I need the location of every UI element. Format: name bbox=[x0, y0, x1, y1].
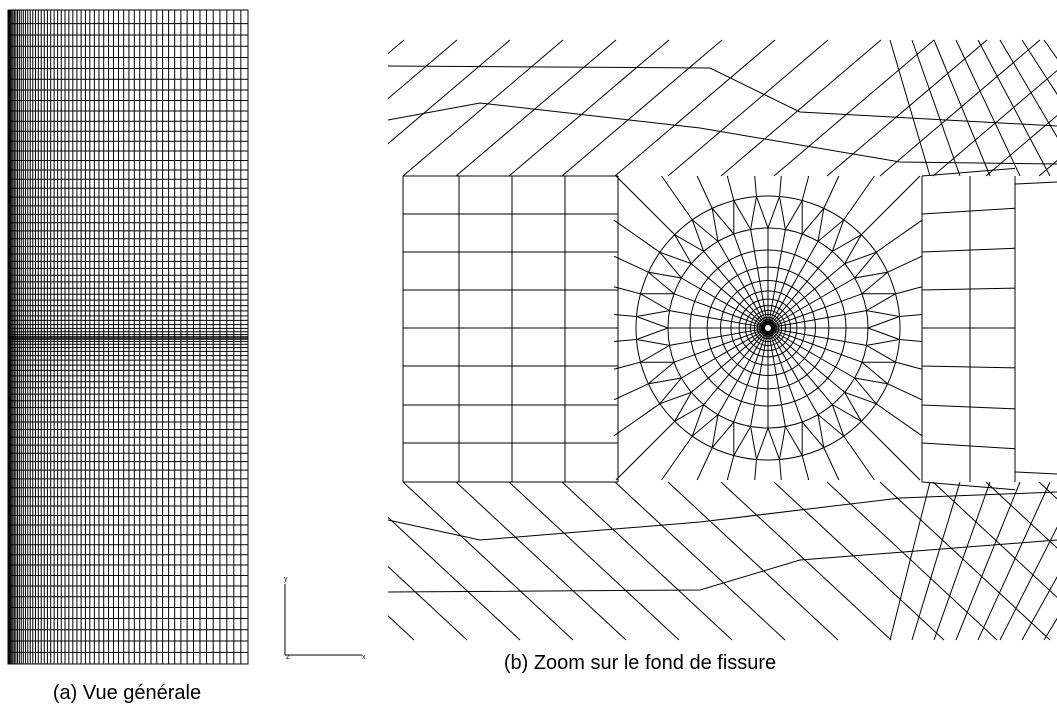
axis-triad bbox=[284, 584, 362, 656]
caption-a: (a) Vue générale bbox=[53, 682, 201, 704]
axis-label-x: x bbox=[362, 654, 366, 661]
mesh-general bbox=[7, 9, 249, 665]
axis-label-y: y bbox=[284, 576, 288, 583]
mesh-zoom bbox=[388, 39, 1057, 641]
caption-b: (b) Zoom sur le fond de fissure bbox=[504, 652, 776, 674]
axis-label-z: z bbox=[286, 654, 290, 661]
